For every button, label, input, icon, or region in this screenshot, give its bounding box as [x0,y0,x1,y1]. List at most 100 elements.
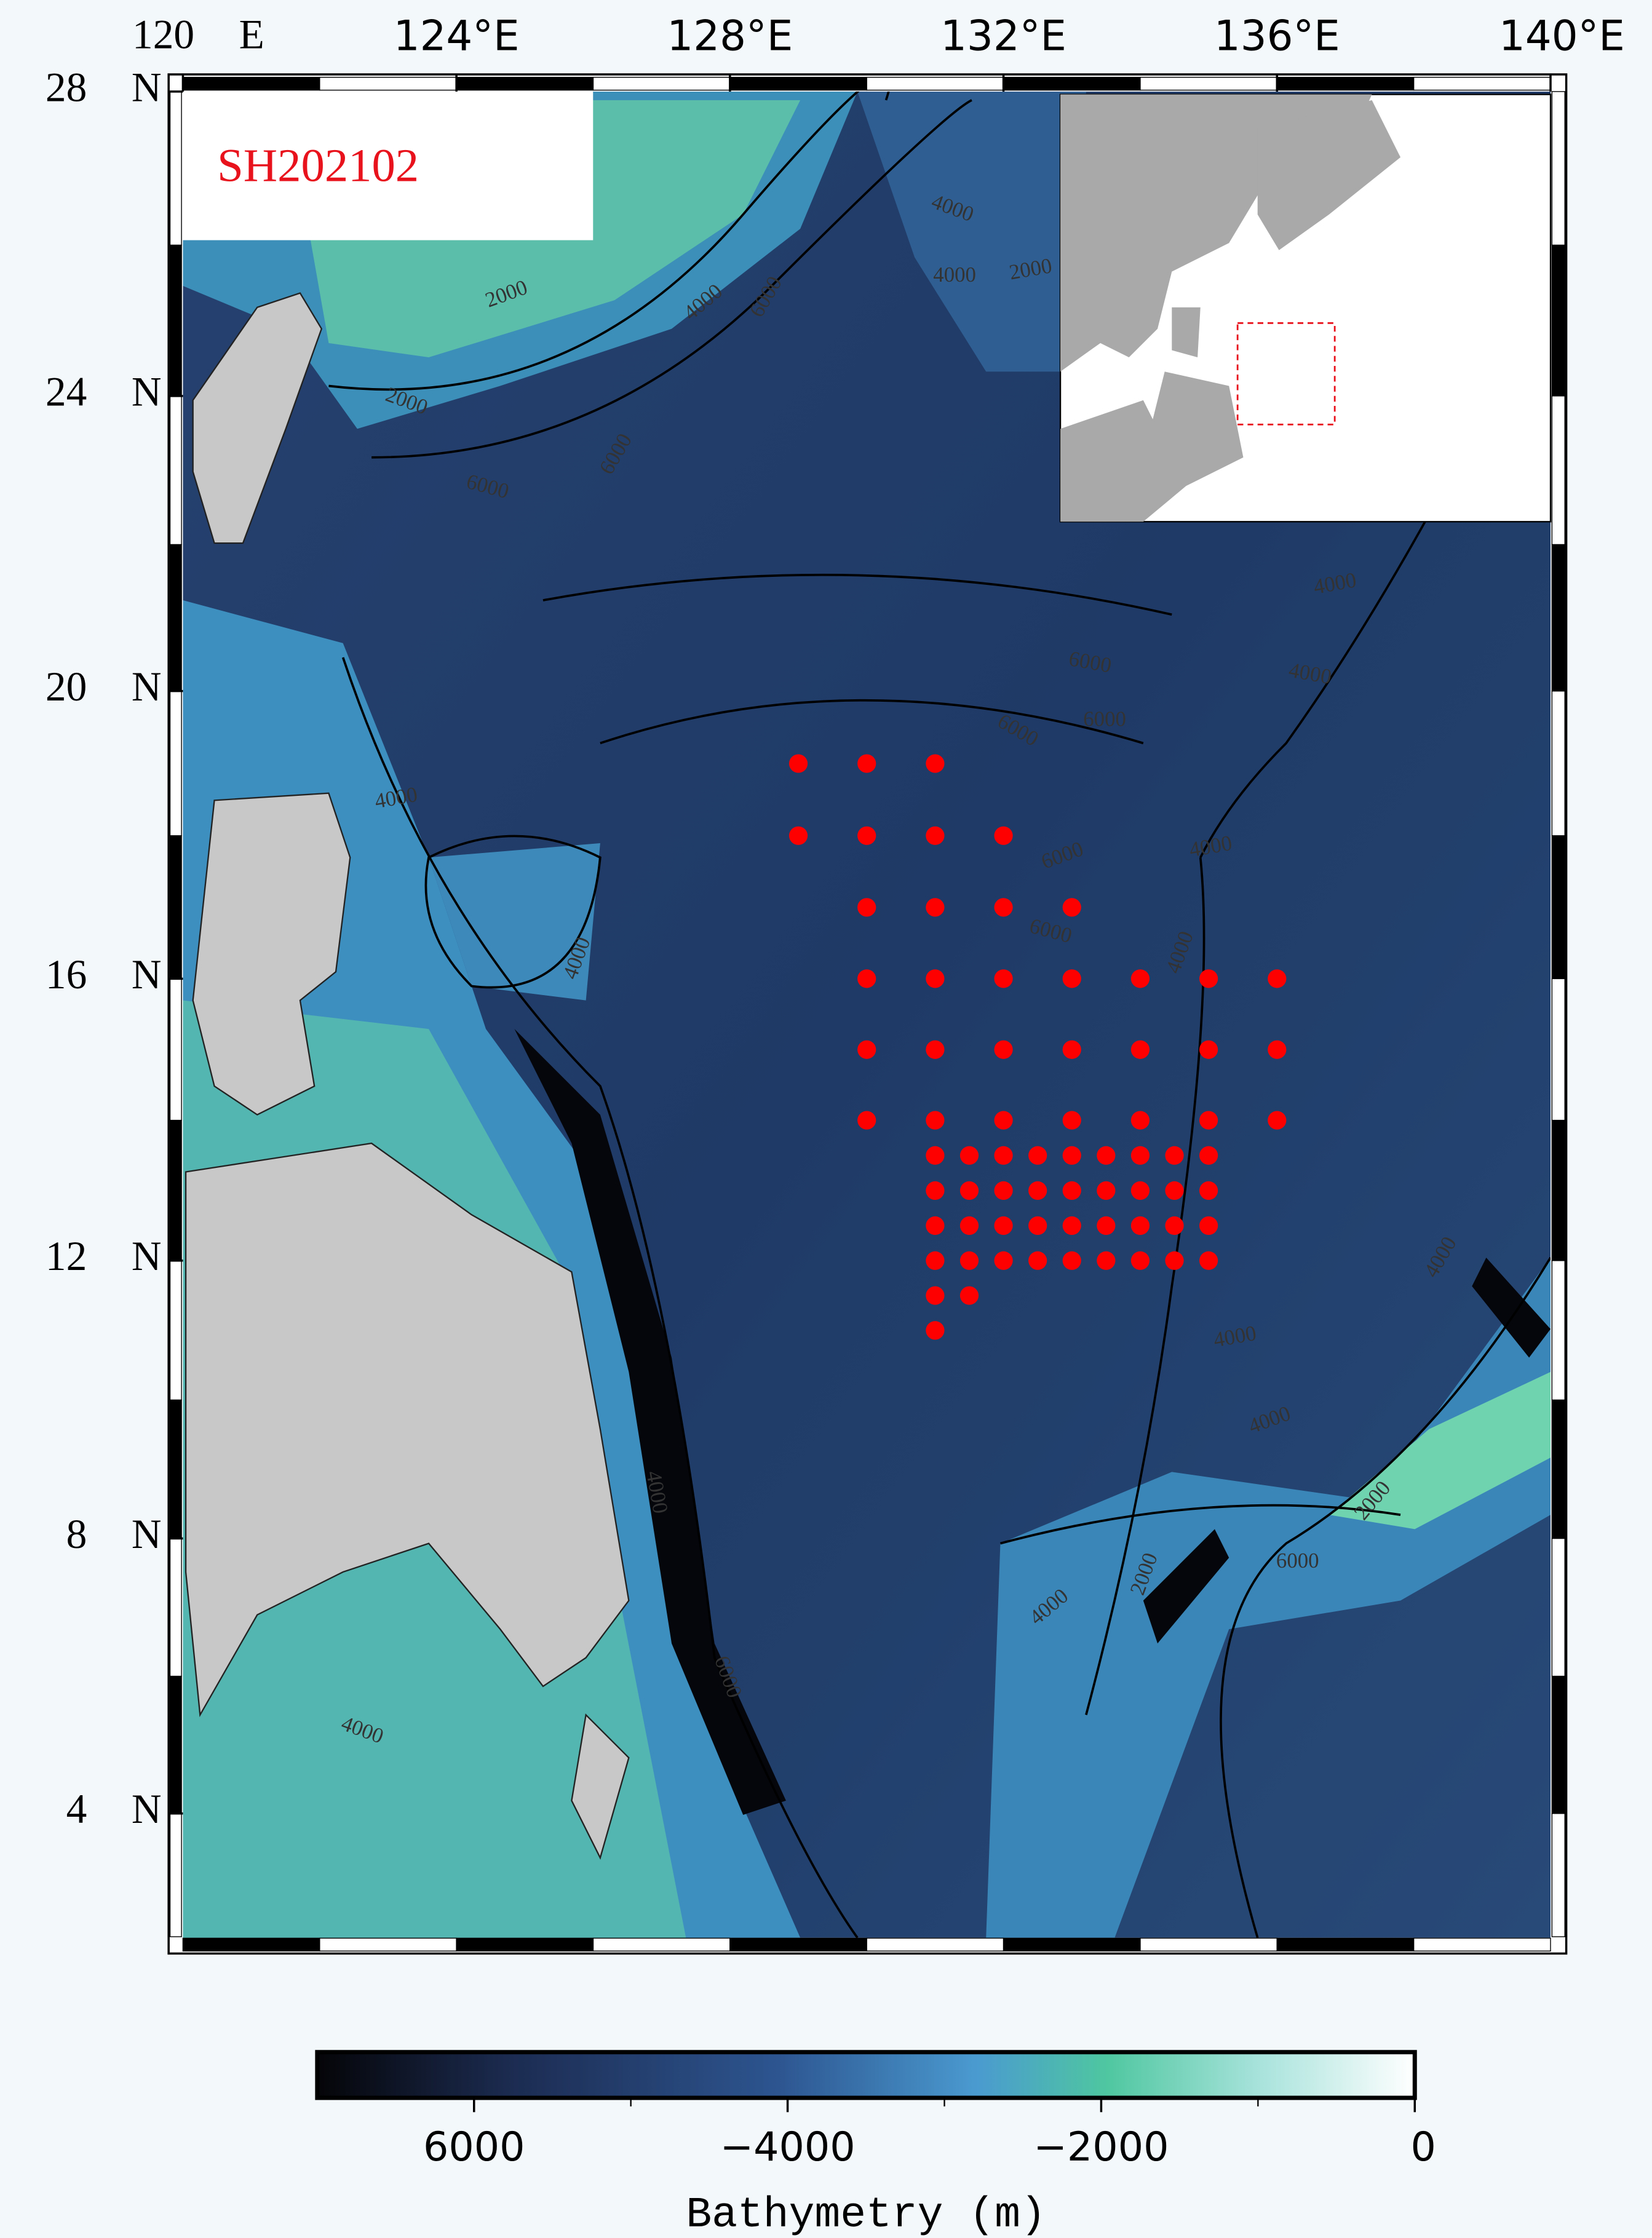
station-point [1268,1111,1286,1129]
station-point [1063,1111,1081,1129]
frame-segment [1552,245,1565,395]
station-point [994,1111,1012,1129]
y-tick-label: 28 N [46,64,162,110]
station-point [1028,1181,1047,1200]
contour-label: 6000 [1276,1549,1319,1573]
cruise-label: SH202102 [217,139,419,191]
frame-segment [1552,1814,1565,1937]
x-tick-label: 140°E [1499,11,1625,60]
station-point [960,1216,979,1235]
station-point [1199,1181,1218,1200]
x-tick-label: 128°E [667,11,793,60]
station-point [857,1041,876,1059]
frame-segment [1552,1677,1565,1814]
station-point [994,827,1012,845]
station-point [926,754,944,772]
station-point [994,1146,1012,1165]
y-tick-label: 16 N [46,951,162,998]
frame-segment [456,1938,593,1951]
station-point [1131,1181,1150,1200]
station-point [994,1041,1012,1059]
station-point [1199,1146,1218,1165]
frame-segment [1004,77,1140,90]
contour-label: 4000 [933,263,976,287]
frame-segment [1277,1938,1413,1951]
frame-segment [730,1938,867,1951]
station-point [926,969,944,988]
colorbar-tick-label: −2000 [1033,2124,1169,2170]
station-point [960,1146,979,1165]
station-point [1063,1146,1081,1165]
station-point [994,898,1012,916]
station-point [994,1181,1012,1200]
station-point [926,1146,944,1165]
station-point [857,969,876,988]
station-point [926,1181,944,1200]
station-point [1097,1216,1115,1235]
station-point [1165,1146,1183,1165]
frame-segment [183,1938,319,1951]
frame-segment [170,1538,182,1676]
frame-segment [170,836,182,979]
frame-segment [1552,691,1565,836]
x-tick-label: 124°E [394,11,520,60]
x-tick-label: 120 E [132,11,264,57]
frame-segment [170,1121,182,1261]
frame-segment [1552,1121,1565,1261]
frame-segment [1552,1538,1565,1676]
x-tick-label: 136°E [1214,11,1340,60]
station-point [994,1216,1012,1235]
frame-segment [170,1261,182,1400]
frame-segment [183,77,319,90]
station-point [926,1252,944,1270]
station-point [926,827,944,845]
station-point [1028,1216,1047,1235]
station-point [857,827,876,845]
colorbar-tick-label: 0 [1411,2124,1436,2170]
station-point [1199,1252,1218,1270]
frame-segment [867,1938,1003,1951]
frame-segment [1552,836,1565,979]
station-point [994,1252,1012,1270]
station-point [1131,1252,1150,1270]
colorbar-tick-label: 6000 [423,2124,525,2170]
station-point [1199,1041,1218,1059]
station-point [926,1216,944,1235]
station-point [1063,1041,1081,1059]
frame-segment [867,77,1003,90]
frame-segment [170,691,182,836]
frame-segment [170,396,182,545]
y-tick-label: 24 N [46,368,162,415]
frame-segment [730,77,867,90]
y-tick-label: 4 N [66,1786,162,1832]
station-point [926,1286,944,1304]
frame-segment [1140,1938,1277,1951]
station-point [1063,1216,1081,1235]
station-point [926,1321,944,1339]
station-point [926,898,944,916]
frame-segment [1552,978,1565,1120]
colorbar [317,2052,1415,2098]
frame-segment [1414,1938,1551,1951]
station-point [994,969,1012,988]
station-point [1131,1146,1150,1165]
station-point [960,1252,979,1270]
colorbar-label: Bathymetry (m) [686,2191,1046,2238]
frame-segment [593,77,729,90]
frame-segment [170,544,182,691]
station-point [1131,1216,1150,1235]
station-point [926,1111,944,1129]
frame-segment [456,77,593,90]
map-figure: 2000200060004000600040004000200060006000… [0,0,1652,2238]
station-point [1097,1252,1115,1270]
station-point [1131,1111,1150,1129]
contour-label: 6000 [1083,707,1126,731]
frame-segment [1552,1261,1565,1400]
y-tick-label: 12 N [46,1233,162,1279]
station-point [857,898,876,916]
station-point [1268,1041,1286,1059]
frame-segment [170,1400,182,1538]
station-point [789,754,808,772]
station-point [1028,1252,1047,1270]
